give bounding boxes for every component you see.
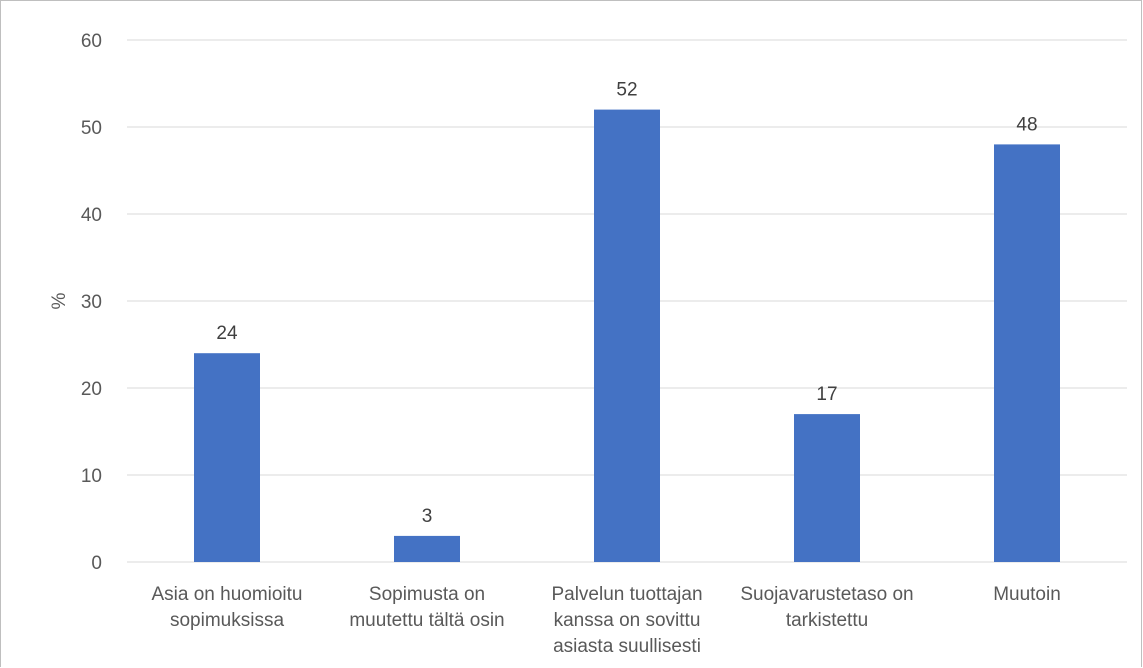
y-tick-label: 10 [81,466,102,487]
bars [194,109,1060,562]
x-tick-label: muutettu tältä osin [349,610,504,631]
y-tick-label: 60 [81,31,102,52]
y-tick-label: 40 [81,205,102,226]
bar [794,414,860,562]
x-tick-label: Muutoin [993,584,1061,605]
y-tick-label: 30 [81,292,102,313]
y-axis-title: % [49,292,70,309]
bar [194,353,260,562]
y-tick-label: 50 [81,118,102,139]
y-axis-ticks: 0 10 20 30 40 50 60 [81,31,102,574]
x-tick-label: tarkistettu [786,610,868,631]
x-tick-label: Asia on huomioitu [151,584,302,605]
y-tick-label: 20 [81,379,102,400]
data-label: 24 [216,323,238,344]
bar [594,109,660,562]
data-label: 48 [1016,114,1037,135]
data-labels: 24 3 52 17 48 [216,80,1037,527]
y-tick-label: 0 [91,553,102,574]
data-label: 52 [616,80,637,101]
bar [394,535,460,562]
x-tick-label: kanssa on sovittu [554,610,701,631]
data-label: 17 [816,384,837,405]
x-tick-label: asiasta suullisesti [553,636,701,657]
x-tick-label: sopimuksissa [170,610,284,631]
data-label: 3 [422,506,433,527]
x-tick-label: Palvelun tuottajan [551,584,702,605]
bar [994,144,1060,562]
x-axis-ticks: Asia on huomioitu sopimuksissa Sopimusta o… [151,584,1060,657]
x-tick-label: Suojavarustetaso on [740,584,913,605]
x-tick-label: Sopimusta on [369,584,485,605]
